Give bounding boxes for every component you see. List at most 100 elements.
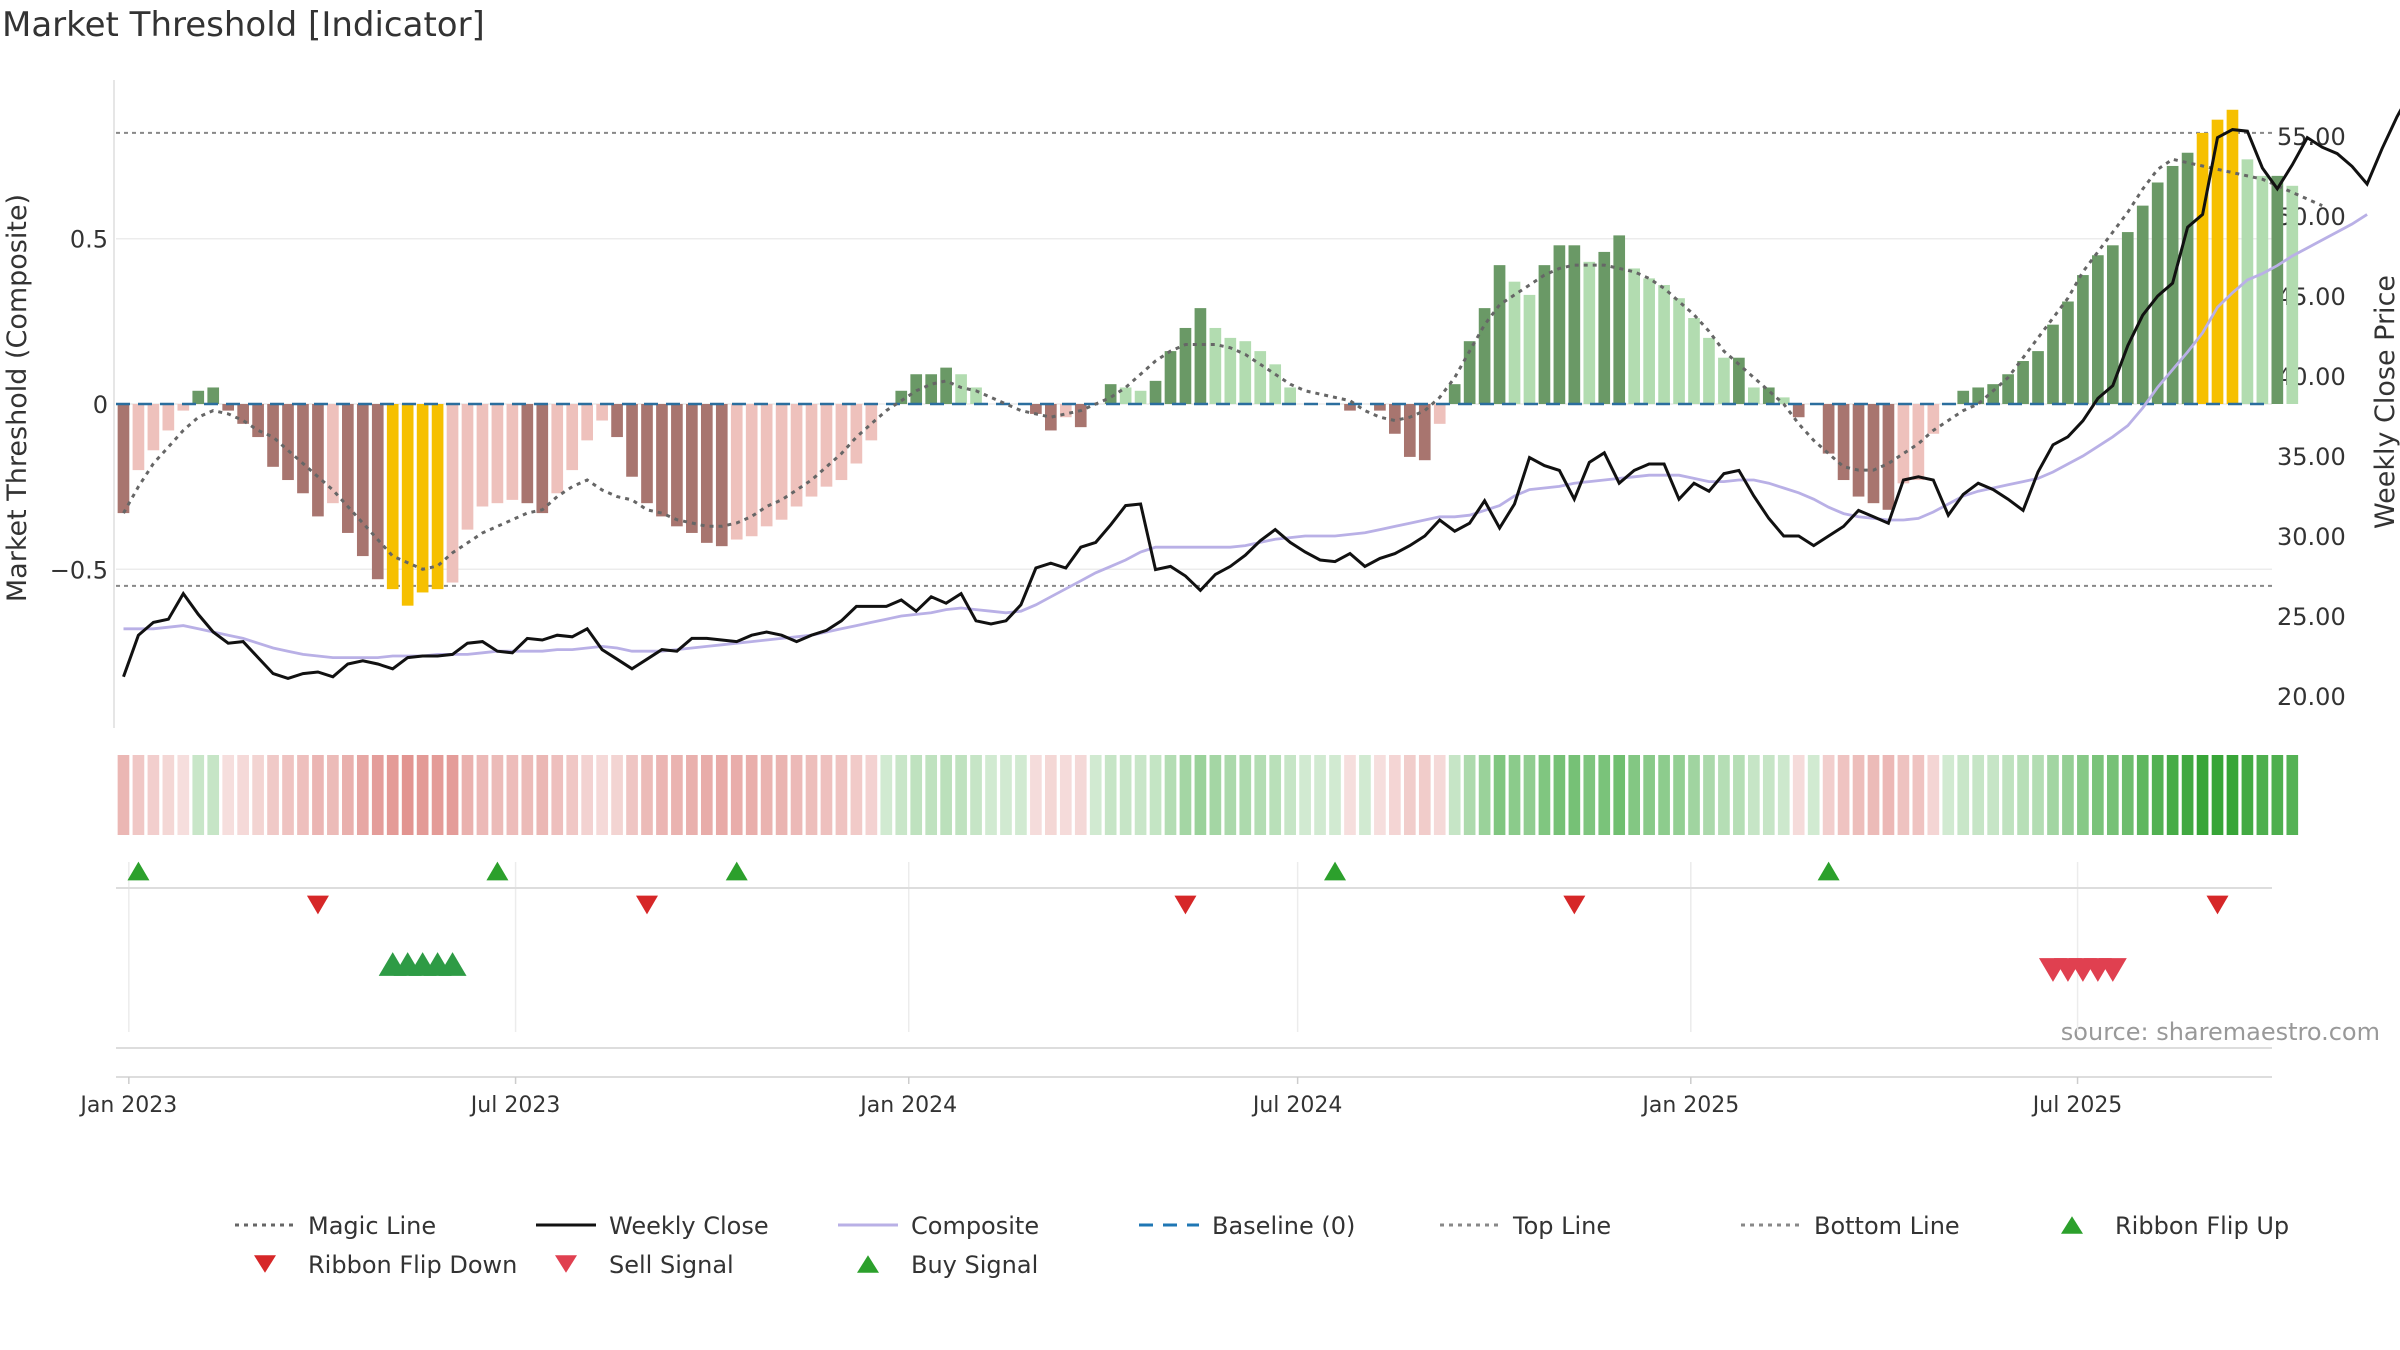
- ribbon-cell: [551, 755, 564, 835]
- ribbon-cell: [581, 755, 593, 835]
- ribbon-cell: [1000, 755, 1012, 835]
- composite-bar: [536, 404, 549, 514]
- ribbon-cell: [2151, 755, 2164, 835]
- composite-bar: [1284, 387, 1296, 404]
- composite-bar: [506, 404, 519, 500]
- ribbon-cell: [1837, 755, 1850, 835]
- ribbon-cell: [1508, 755, 1521, 835]
- composite-bar: [2017, 361, 2029, 404]
- composite-bar: [1688, 318, 1700, 404]
- ribbon-cell: [1209, 755, 1222, 835]
- composite-bar: [401, 404, 414, 606]
- ribbon-cell: [1703, 755, 1715, 835]
- ribbon-cell: [1030, 755, 1042, 835]
- ribbon-cell: [955, 755, 967, 835]
- ribbon-cell: [327, 755, 339, 835]
- ribbon-cell: [446, 755, 459, 835]
- ribbon-flip-up-marker: [486, 861, 509, 881]
- ribbon-flip-up-marker: [725, 861, 748, 881]
- composite-bar: [491, 404, 504, 504]
- composite-bar: [686, 404, 698, 533]
- composite-bar: [551, 404, 564, 494]
- composite-bar: [297, 404, 309, 494]
- ribbon-cell: [386, 755, 399, 835]
- composite-bar: [2151, 182, 2164, 404]
- ribbon-cell: [1613, 755, 1626, 835]
- composite-bar: [745, 404, 758, 537]
- ribbon-cell: [880, 755, 893, 835]
- ribbon-cell: [970, 755, 982, 835]
- ribbon-cell: [1942, 755, 1955, 835]
- composite-bar: [2286, 185, 2299, 404]
- ribbon-cell: [132, 755, 145, 835]
- composite-bar: [1239, 341, 1252, 404]
- ribbon-cell: [1792, 755, 1805, 835]
- legend-swatch: [857, 1255, 879, 1273]
- composite-bar: [2002, 374, 2014, 404]
- composite-bar: [356, 404, 369, 557]
- x-axis: Jan 2023 Jul 2023 Jan 2024 Jul 2024 Jan 2025…: [78, 1077, 2122, 1118]
- ribbon-cell: [1733, 755, 1745, 835]
- composite-bar: [1074, 404, 1087, 428]
- ribbon-cell: [1359, 755, 1371, 835]
- ribbon-cell: [671, 755, 683, 835]
- composite-bar: [1718, 357, 1730, 404]
- composite-bar: [955, 374, 967, 404]
- ribbon-cell: [2121, 755, 2134, 835]
- ribbon-cell: [1553, 755, 1566, 835]
- composite-bar: [461, 404, 474, 530]
- composite-bar: [476, 404, 489, 507]
- ribbon-cell: [940, 755, 952, 835]
- ribbon-cell: [1134, 755, 1147, 835]
- ribbon-cell: [641, 755, 653, 835]
- legend-swatch: [254, 1255, 276, 1273]
- composite-bar: [1777, 397, 1790, 404]
- ribbon-cell: [1643, 755, 1655, 835]
- composite-bar: [1987, 384, 1999, 404]
- composite-bar: [895, 390, 908, 404]
- legend-item: Ribbon Flip Down: [254, 1251, 517, 1279]
- ribbon-cell: [700, 755, 713, 835]
- ribbon-cell: [1762, 755, 1775, 835]
- ribbon-cell: [222, 755, 235, 835]
- ribbon-cell: [2002, 755, 2014, 835]
- ribbon-cell: [626, 755, 638, 835]
- composite-bar: [177, 404, 190, 411]
- ribbon-cell: [730, 755, 743, 835]
- ribbon-cell: [252, 755, 264, 835]
- composite-bar: [730, 404, 743, 540]
- ribbon-cell: [476, 755, 489, 835]
- ribbon-cell: [1045, 755, 1057, 835]
- composite-bar: [1418, 404, 1431, 461]
- composite-bar: [1344, 404, 1356, 411]
- composite-bar: [865, 404, 878, 441]
- composite-bar: [1508, 281, 1521, 404]
- ribbon-flip-down-marker: [2206, 895, 2229, 915]
- legend-label: Buy Signal: [911, 1251, 1038, 1279]
- composite-bar: [1104, 384, 1117, 404]
- ribbon-cell: [1897, 755, 1910, 835]
- ribbon-cell: [371, 755, 384, 835]
- composite-bar: [2032, 351, 2044, 404]
- composite-bar: [1119, 387, 1132, 404]
- buy-signal-marker: [438, 952, 467, 976]
- ribbon-cell: [177, 755, 190, 835]
- ribbon-cell: [2136, 755, 2149, 835]
- composite-bar: [805, 404, 818, 497]
- ribbon-cell: [1598, 755, 1611, 835]
- ribbon-panel: [117, 755, 2299, 835]
- ribbon-cell: [1673, 755, 1685, 835]
- composite-bar: [1733, 357, 1745, 404]
- composite-bar: [1957, 390, 1970, 404]
- legend-item: Ribbon Flip Up: [2061, 1212, 2289, 1240]
- ribbon-cell: [865, 755, 878, 835]
- composite-bar: [132, 404, 145, 471]
- composite-bar: [237, 404, 249, 424]
- composite-line: [123, 213, 2368, 659]
- composite-bar: [1673, 298, 1685, 404]
- ribbon-cell: [356, 755, 369, 835]
- composite-bar: [1194, 308, 1207, 404]
- ribbon-cell: [1583, 755, 1596, 835]
- ribbon-cell: [2017, 755, 2029, 835]
- ribbon-cell: [1284, 755, 1296, 835]
